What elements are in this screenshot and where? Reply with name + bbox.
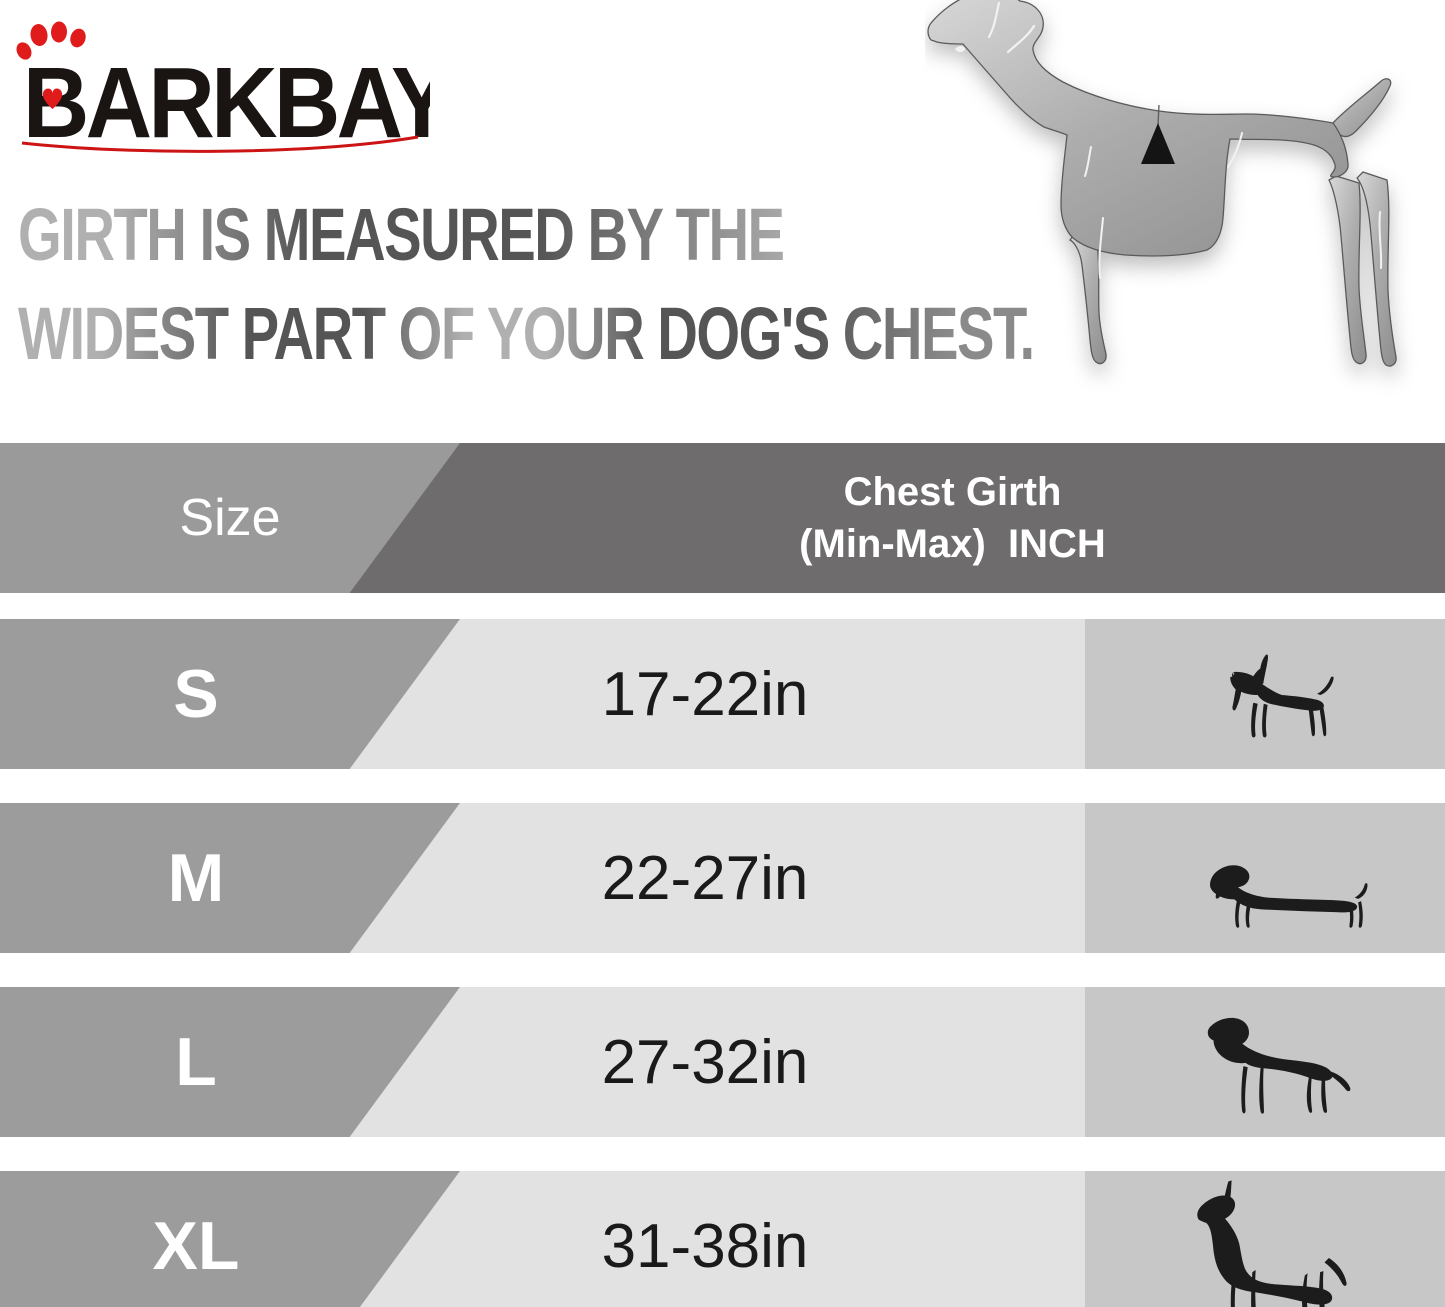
svg-text:BARKBAY: BARKBAY — [23, 47, 430, 155]
